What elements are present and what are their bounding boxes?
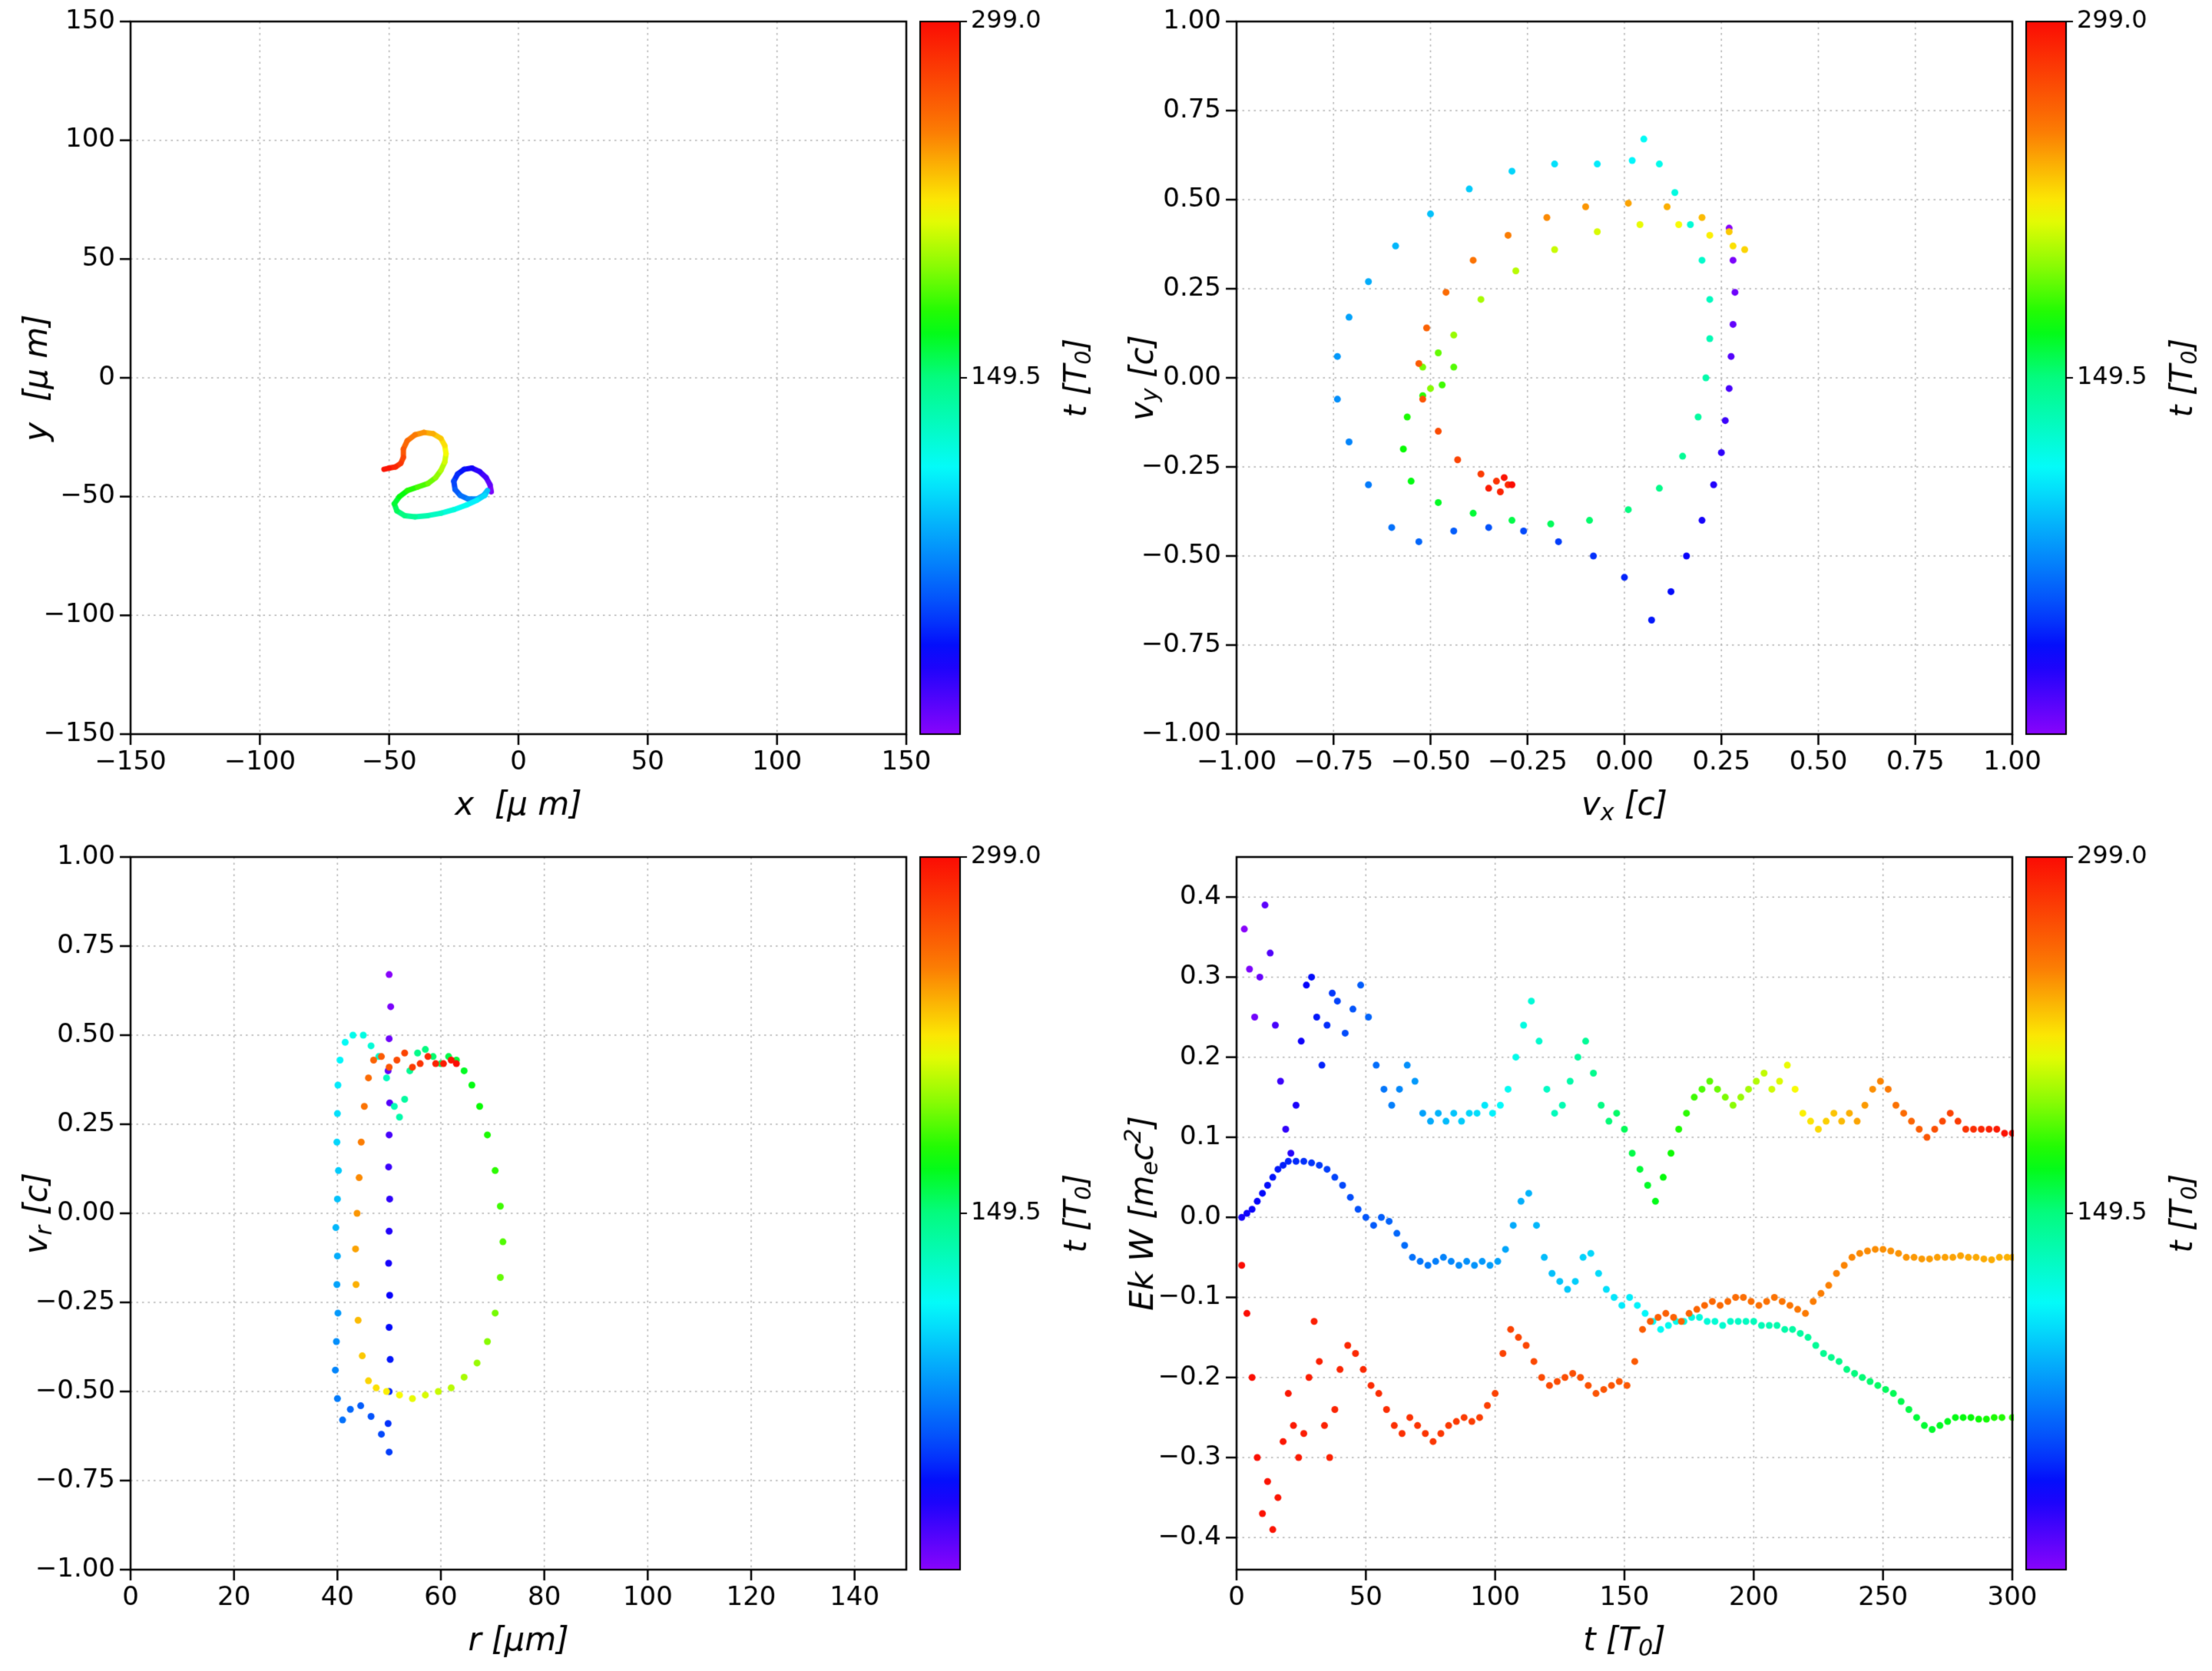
subplot-velocity-space [1106,0,2212,836]
subplot-xy-trajectory [0,0,1106,836]
subplot-r-vr-phase-space [0,836,1106,1671]
subplot-energy-vs-time [1106,836,2212,1671]
